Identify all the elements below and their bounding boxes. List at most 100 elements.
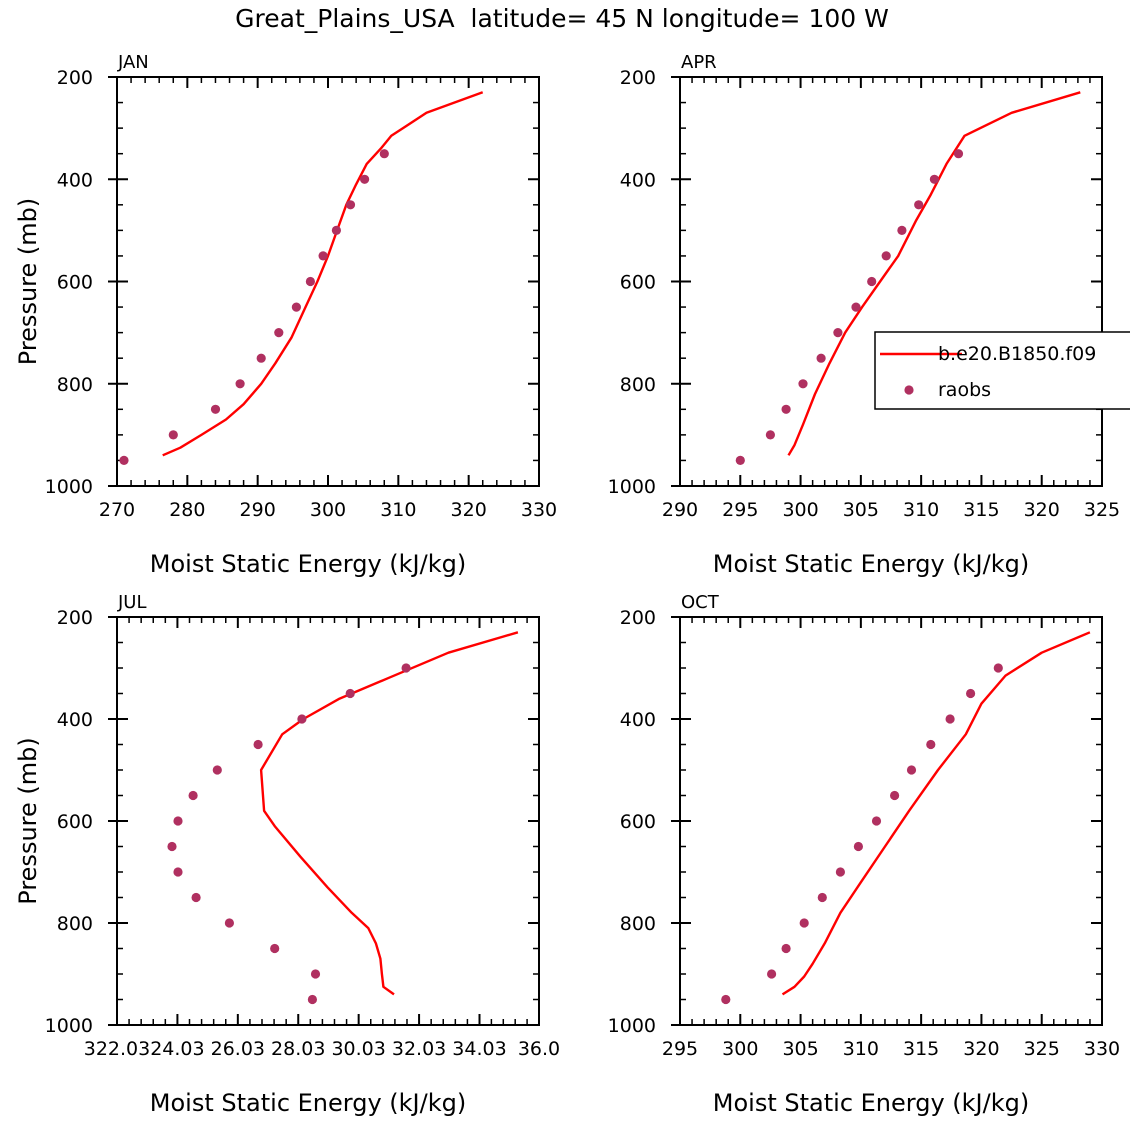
x-tick-label: 36.0 (518, 1038, 560, 1060)
raobs-point (256, 353, 266, 363)
panels: JAN 270 280 290 300 310 320 330 200 400 600 800 1000… (14, 52, 1130, 1117)
y-tick-label: 800 (57, 913, 93, 935)
raobs-point (881, 251, 891, 261)
x-tick-label: 320 (1024, 499, 1060, 521)
raobs-point (191, 892, 201, 903)
raobs-point (274, 328, 284, 338)
raobs-point (945, 714, 955, 724)
y-tick-label: 400 (57, 709, 93, 731)
raobs-point (851, 302, 861, 312)
raobs-point (307, 994, 317, 1005)
panel-title: OCT (681, 592, 720, 613)
y-tick-label: 200 (57, 67, 93, 89)
y-tick-label: 800 (620, 913, 656, 935)
y-tick-label: 600 (57, 272, 93, 294)
legend-box (874, 331, 1130, 410)
raobs-point (168, 430, 178, 440)
panel-title: APR (681, 52, 717, 73)
x-tick-label: 28.03 (271, 1038, 325, 1060)
raobs-point (119, 455, 129, 465)
x-axis-label: Moist Static Energy (kJ/kg) (713, 1089, 1029, 1117)
raobs-point (914, 200, 924, 210)
x-tick-label: 320 (451, 499, 487, 521)
x-axis-label: Moist Static Energy (kJ/kg) (150, 550, 466, 578)
model-line (259, 631, 519, 996)
chart-panel-oct: OCT 295 300 305 310 315 320 325 330 200 400 600 800 1… (608, 592, 1120, 1117)
raobs-point (767, 969, 777, 979)
y-tick-label: 400 (620, 169, 656, 191)
raobs-point (897, 225, 907, 235)
chart-panel-jul: JUL 322.03 24.03 26.03 28.03 30.03 32.03 34.03 3… (14, 592, 560, 1117)
y-tick-label: 600 (620, 811, 656, 833)
plot-frame (679, 616, 1103, 1026)
raobs-point (318, 251, 328, 261)
legend-label-raobs: raobs (938, 379, 991, 401)
raobs-point (890, 790, 900, 801)
x-tick-label: 290 (240, 499, 276, 521)
raobs-point (871, 816, 882, 826)
raobs-point (835, 867, 846, 877)
x-tick-label: 300 (310, 499, 346, 521)
raobs-point (926, 739, 936, 750)
series-group (721, 631, 1091, 1005)
raobs-point (929, 174, 940, 184)
x-tick-label: 310 (843, 1038, 879, 1060)
plot-frame (116, 76, 540, 487)
y-axis-label: Pressure (mb) (14, 198, 42, 365)
x-tick-label: 325 (1084, 499, 1120, 521)
y-tick-label: 1000 (608, 476, 656, 498)
x-tick-label: 295 (662, 1038, 698, 1060)
legend-label-model: b.e20.B1850.f09 (938, 343, 1096, 365)
panel-title: JUL (117, 592, 147, 613)
model-line (162, 91, 484, 457)
raobs-point (310, 969, 321, 979)
y-tick-label: 800 (57, 374, 93, 396)
raobs-point (212, 765, 222, 775)
x-tick-label: 30.03 (331, 1038, 385, 1060)
model-line (781, 631, 1091, 996)
y-tick-label: 800 (620, 374, 656, 396)
y-tick-label: 1000 (45, 1015, 93, 1037)
figure-title: Great_Plains_USA latitude= 45 N longitud… (235, 4, 889, 33)
x-tick-label: 280 (169, 499, 205, 521)
raobs-point (291, 302, 301, 312)
y-tick-label: 1000 (45, 476, 93, 498)
raobs-point (253, 739, 263, 750)
raobs-point (853, 841, 864, 852)
y-tick-label: 400 (620, 709, 656, 731)
x-tick-label: 300 (782, 499, 818, 521)
raobs-point (210, 404, 221, 414)
raobs-point (735, 455, 745, 465)
x-tick-label: 32.03 (392, 1038, 446, 1060)
raobs-point (360, 174, 370, 184)
x-tick-label: 325 (1024, 1038, 1060, 1060)
raobs-point (224, 918, 234, 928)
raobs-point (173, 816, 183, 826)
legend: b.e20.B1850.f09 raobs (874, 331, 1130, 410)
raobs-point (379, 149, 389, 159)
raobs-point (867, 276, 877, 287)
panel-title: JAN (117, 52, 149, 73)
x-tick-label: 295 (722, 499, 758, 521)
raobs-point (297, 714, 307, 724)
y-tick-label: 400 (57, 169, 93, 191)
x-tick-label: 330 (521, 499, 557, 521)
x-tick-label: 290 (662, 499, 698, 521)
raobs-point (345, 200, 356, 210)
raobs-point (993, 663, 1003, 673)
raobs-point (167, 841, 177, 852)
x-tick-label: 300 (722, 1038, 758, 1060)
x-tick-label: 320 (963, 1038, 999, 1060)
raobs-point (331, 225, 341, 235)
raobs-point (345, 688, 355, 699)
raobs-point (721, 994, 731, 1005)
raobs-point (270, 943, 280, 954)
raobs-point (305, 276, 315, 287)
x-tick-label: 270 (99, 499, 135, 521)
x-tick-label: 322.03 (84, 1038, 150, 1060)
raobs-point (401, 663, 411, 673)
y-tick-label: 1000 (608, 1015, 656, 1037)
x-tick-label: 305 (843, 499, 879, 521)
x-tick-label: 34.03 (452, 1038, 506, 1060)
